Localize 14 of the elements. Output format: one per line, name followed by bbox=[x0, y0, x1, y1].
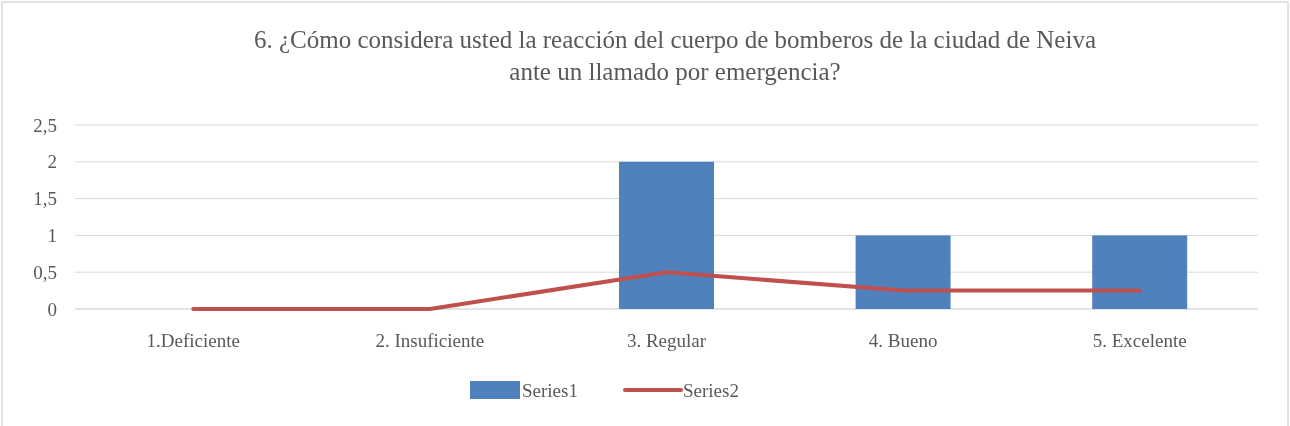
x-tick-label: 3. Regular bbox=[626, 330, 707, 351]
y-tick-label: 1,5 bbox=[33, 188, 57, 210]
y-tick-label: 0,5 bbox=[33, 261, 57, 283]
x-tick-label: 1.Deficiente bbox=[146, 330, 240, 351]
x-tick-label: 5. Excelente bbox=[1092, 330, 1187, 351]
y-tick-label: 2 bbox=[47, 151, 57, 173]
x-tick-label: 2. Insuficiente bbox=[375, 330, 485, 351]
x-tick-label: 4. Bueno bbox=[868, 330, 938, 351]
legend-label: Series2 bbox=[683, 379, 739, 401]
chart-title: 6. ¿Cómo considera usted la reacción del cuerpo de bomberos de la ciudad de Neiva ante un llamado por emergencia? bbox=[253, 26, 1097, 85]
y-tick-label: 1 bbox=[47, 225, 57, 247]
legend-label: Series1 bbox=[522, 379, 578, 401]
y-tick-label: 0 bbox=[47, 298, 57, 320]
y-tick-label: 2,5 bbox=[33, 114, 57, 136]
